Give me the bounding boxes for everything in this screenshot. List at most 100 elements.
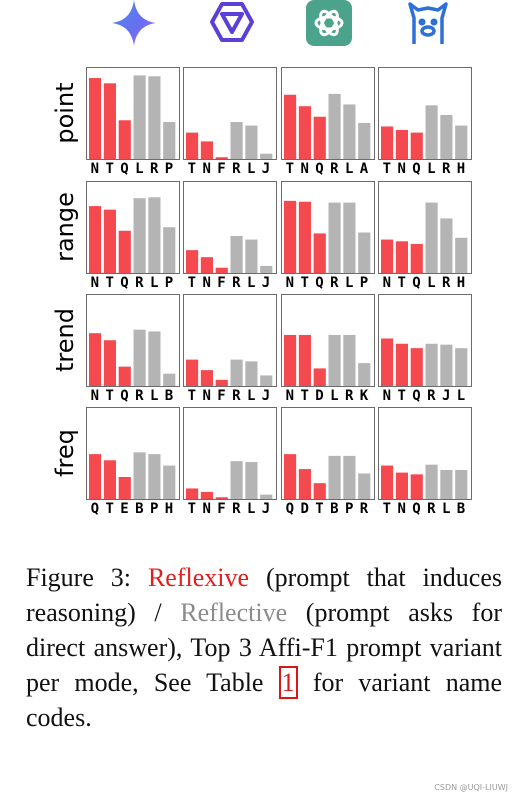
tick-label: N <box>383 388 392 404</box>
bar-trend-4-L <box>455 348 468 386</box>
tick-label: N <box>286 275 295 291</box>
tick-label: N <box>91 388 100 404</box>
bar-trend-2-R <box>230 359 243 386</box>
tick-label: L <box>457 388 466 404</box>
tick-label: N <box>202 388 211 404</box>
bar-range-4-H <box>455 237 468 273</box>
bar-trend-3-L <box>328 334 341 386</box>
bar-trend-1-R <box>133 329 146 386</box>
tick-label: N <box>300 161 309 177</box>
tick-label: E <box>120 501 129 517</box>
tick-label: L <box>427 161 436 177</box>
tick-label: J <box>262 388 271 404</box>
tick-label: T <box>315 501 324 517</box>
bar-range-2-F <box>215 267 228 273</box>
tick-label: T <box>383 161 392 177</box>
bar-range-2-R <box>230 236 243 273</box>
bar-freq-1-T <box>103 460 116 499</box>
bar-point-3-L <box>343 104 356 159</box>
tick-label: R <box>232 501 241 517</box>
bar-point-1-N <box>89 78 102 159</box>
tick-label: N <box>202 501 211 517</box>
tick-label: L <box>345 275 354 291</box>
bar-point-1-Q <box>118 120 131 159</box>
tick-label: R <box>150 161 159 177</box>
tick-label: P <box>165 275 174 291</box>
bar-freq-4-N <box>395 472 408 499</box>
bar-range-3-P <box>358 232 371 273</box>
tick-label: R <box>330 275 339 291</box>
tick-label: B <box>457 501 466 517</box>
tick-label: R <box>135 275 144 291</box>
tick-label: F <box>217 501 226 517</box>
tick-label: N <box>397 501 406 517</box>
bar-trend-1-L <box>148 331 161 386</box>
table-reference-link[interactable]: 1 <box>278 666 298 699</box>
bar-freq-3-Q <box>284 454 297 499</box>
bar-range-1-T <box>103 209 116 273</box>
bar-point-2-N <box>200 141 213 159</box>
panel-frame <box>183 181 277 274</box>
bar-trend-2-T <box>186 359 199 386</box>
tick-label: Q <box>120 388 129 404</box>
bar-trend-1-Q <box>118 366 131 386</box>
bar-point-1-R <box>148 76 161 159</box>
caption-text-1: (prompt that induces reasoning) / <box>26 563 502 627</box>
bar-trend-3-R <box>343 334 356 386</box>
tick-label: H <box>457 275 466 291</box>
tick-label: L <box>330 388 339 404</box>
tick-label: F <box>217 388 226 404</box>
bar-point-2-L <box>245 125 258 159</box>
tick-label: L <box>150 275 159 291</box>
bar-trend-3-D <box>313 368 326 386</box>
tick-label: L <box>247 388 256 404</box>
bar-range-3-N <box>284 200 297 273</box>
row-labels: point range trend freq <box>51 82 79 477</box>
bar-point-4-N <box>395 129 408 159</box>
bar-range-2-L <box>245 239 258 273</box>
bar-trend-3-T <box>298 334 311 386</box>
tick-label: J <box>262 501 271 517</box>
tick-label: N <box>202 275 211 291</box>
tick-label: T <box>105 275 114 291</box>
tick-label: T <box>383 501 392 517</box>
bar-point-3-A <box>358 122 371 159</box>
bar-range-1-Q <box>118 230 131 273</box>
tick-label: L <box>345 161 354 177</box>
bar-trend-2-N <box>200 370 213 386</box>
bar-point-3-T <box>284 94 297 159</box>
bar-point-1-T <box>103 83 116 159</box>
tick-label: R <box>427 388 436 404</box>
panel-frame <box>86 294 180 387</box>
tick-label: R <box>442 161 451 177</box>
bar-freq-2-J <box>260 494 273 499</box>
row-label-trend: trend <box>51 308 79 372</box>
bar-freq-4-L <box>440 469 453 499</box>
bar-freq-3-T <box>313 483 326 499</box>
tick-label: L <box>150 388 159 404</box>
tick-label: J <box>442 388 451 404</box>
bar-freq-4-R <box>425 464 438 499</box>
bar-range-4-N <box>381 239 394 273</box>
tick-label: Q <box>412 388 421 404</box>
caption-reflective: Reflective <box>180 598 288 627</box>
tick-label: K <box>360 388 369 404</box>
tick-label: R <box>442 275 451 291</box>
tick-label: B <box>330 501 339 517</box>
tick-label: F <box>217 161 226 177</box>
tick-label: R <box>232 161 241 177</box>
bar-trend-4-R <box>425 343 438 386</box>
panel-frame <box>183 294 277 387</box>
bar-freq-2-F <box>215 497 228 499</box>
bar-point-3-N <box>298 106 311 159</box>
tick-label: R <box>345 388 354 404</box>
tick-label: J <box>262 161 271 177</box>
bar-freq-1-B <box>133 452 146 499</box>
panel-frame <box>183 407 277 500</box>
tick-label: L <box>247 501 256 517</box>
bar-freq-1-E <box>118 477 131 499</box>
bar-range-1-R <box>133 198 146 273</box>
